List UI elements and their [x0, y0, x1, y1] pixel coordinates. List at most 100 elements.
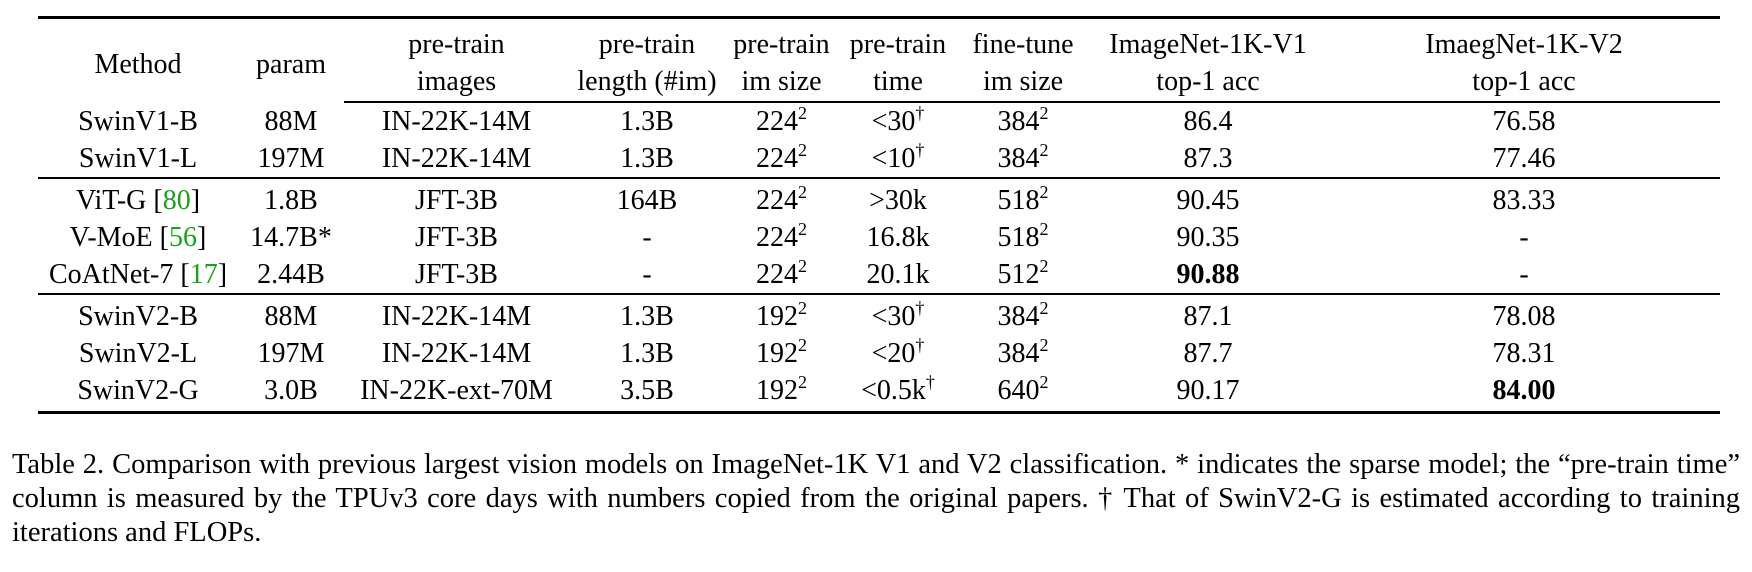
pretrain-time-cell: <30† — [838, 294, 958, 335]
v1-acc-cell: 90.45 — [1088, 178, 1328, 219]
finetune-size-cell: 6402 — [958, 372, 1088, 414]
finetune-size-value: 518 — [997, 222, 1040, 253]
column-header-line2: top-1 acc — [1328, 63, 1720, 103]
length-cell: - — [569, 219, 725, 256]
superscript: 2 — [798, 335, 807, 355]
param-value: 197M — [257, 338, 325, 369]
param-value: 3.0B — [264, 375, 318, 406]
param-cell: 3.0B — [238, 372, 344, 414]
superscript: † — [915, 103, 925, 123]
superscript: 2 — [798, 103, 807, 123]
pretrain-size-cell: 1922 — [725, 294, 838, 335]
pretrain-size-value: 224 — [756, 222, 798, 253]
superscript: 2 — [798, 372, 807, 392]
column-header-line2: images — [344, 63, 569, 103]
finetune-size-value: 640 — [997, 375, 1040, 406]
v1-acc-cell: 87.1 — [1088, 294, 1328, 335]
citation-link: 56 — [168, 222, 197, 253]
superscript: 2 — [798, 182, 807, 202]
images-cell: JFT-3B — [344, 256, 569, 295]
v2-acc-value: 84.00 — [1492, 375, 1556, 406]
param-value: 14.7B* — [250, 222, 332, 253]
table-caption: Table 2. Comparison with previous larges… — [12, 449, 1740, 548]
images-value: JFT-3B — [414, 222, 498, 253]
table-row: SwinV2-G 3.0B IN-22K-ext-70M 3.5B 1922 <0.5k†… — [38, 372, 1720, 414]
superscript: † — [915, 298, 925, 318]
column-header-line2: top-1 acc — [1088, 63, 1328, 103]
length-cell: 164B — [569, 178, 725, 219]
method-name: V-MoE — [69, 222, 153, 253]
length-value: 1.3B — [620, 143, 674, 174]
method-name: CoAtNet-7 — [48, 259, 174, 290]
param-value: 1.8B — [264, 185, 318, 216]
table-row: V-MoE [56] 14.7B* JFT-3B -2242 16.8k 5182 90.3… — [38, 219, 1720, 256]
pretrain-time-value: <30 — [871, 106, 916, 137]
superscript: 2 — [1039, 256, 1049, 276]
finetune-size-cell: 5182 — [958, 178, 1088, 219]
length-value: 3.5B — [620, 375, 674, 406]
v2-acc-cell: 77.46 — [1328, 140, 1720, 179]
superscript: 2 — [1039, 182, 1049, 202]
pretrain-size-value: 224 — [756, 259, 798, 290]
param-cell: 197M — [238, 335, 344, 372]
v1-acc-cell: 90.88 — [1088, 256, 1328, 295]
images-cell: IN-22K-14M — [344, 140, 569, 179]
param-value: 2.44B — [257, 259, 325, 290]
images-cell: IN-22K-ext-70M — [344, 372, 569, 414]
v1-acc-value: 90.35 — [1176, 222, 1240, 253]
method-cell: SwinV2-L — [38, 335, 238, 372]
column-header: Method — [38, 16, 238, 102]
method-cell: SwinV2-B — [38, 294, 238, 335]
v2-acc-cell: 78.08 — [1328, 294, 1720, 335]
method-cell: SwinV2-G — [38, 372, 238, 414]
method-name: SwinV1-B — [78, 105, 198, 137]
method-name: SwinV2-G — [77, 375, 199, 406]
v2-acc-value: 78.08 — [1492, 301, 1556, 332]
images-value: IN-22K-14M — [381, 338, 532, 369]
method-name: SwinV2-B — [78, 301, 198, 332]
length-cell: 3.5B — [569, 372, 725, 414]
column-header: pre-train — [725, 16, 838, 63]
finetune-size-cell: 5122 — [958, 256, 1088, 295]
pretrain-time-cell: >30k — [838, 178, 958, 219]
images-value: IN-22K-14M — [381, 143, 532, 174]
pretrain-size-cell: 2242 — [725, 256, 838, 295]
v2-acc-value: - — [1519, 259, 1529, 290]
superscript: 2 — [1039, 103, 1049, 123]
finetune-size-cell: 3842 — [958, 294, 1088, 335]
column-header: pre-train — [569, 16, 725, 63]
pretrain-time-value: <0.5k — [861, 375, 926, 406]
pretrain-size-value: 192 — [756, 301, 798, 332]
length-cell: - — [569, 256, 725, 295]
length-value: 1.3B — [620, 106, 674, 137]
param-value: 88M — [264, 301, 318, 332]
images-value: JFT-3B — [414, 259, 498, 290]
citation-link: 17 — [189, 259, 218, 290]
column-header: fine-tune — [958, 16, 1088, 63]
column-header-line2: time — [838, 63, 958, 103]
finetune-size-value: 384 — [997, 106, 1040, 137]
pretrain-time-value: 20.1k — [866, 259, 930, 290]
superscript: † — [915, 140, 925, 160]
v1-acc-cell: 86.4 — [1088, 102, 1328, 140]
pretrain-size-cell: 2242 — [725, 178, 838, 219]
v2-acc-cell: 84.00 — [1328, 372, 1720, 414]
finetune-size-cell: 3842 — [958, 140, 1088, 179]
pretrain-size-value: 224 — [756, 143, 798, 174]
images-value: JFT-3B — [414, 185, 498, 216]
method-cell: SwinV1-B — [38, 102, 238, 140]
superscript: † — [915, 335, 925, 355]
column-header-line2: im size — [958, 63, 1088, 103]
v1-acc-value: 87.7 — [1183, 338, 1233, 369]
column-header-line2: length (#im) — [569, 63, 725, 103]
pretrain-time-value: <10 — [871, 143, 916, 174]
table-row: SwinV2-B 88M IN-22K-14M 1.3B 1922 <30† 3842 87.… — [38, 294, 1720, 335]
column-header: ImaegNet-1K-V2 — [1328, 16, 1720, 63]
finetune-size-cell: 5182 — [958, 219, 1088, 256]
v1-acc-cell: 87.3 — [1088, 140, 1328, 179]
v2-acc-value: - — [1519, 222, 1529, 253]
pretrain-time-cell: 16.8k — [838, 219, 958, 256]
param-cell: 14.7B* — [238, 219, 344, 256]
table-row: CoAtNet-7 [17] 2.44B JFT-3B -2242 20.1k 5122 9… — [38, 256, 1720, 295]
param-cell: 2.44B — [238, 256, 344, 295]
